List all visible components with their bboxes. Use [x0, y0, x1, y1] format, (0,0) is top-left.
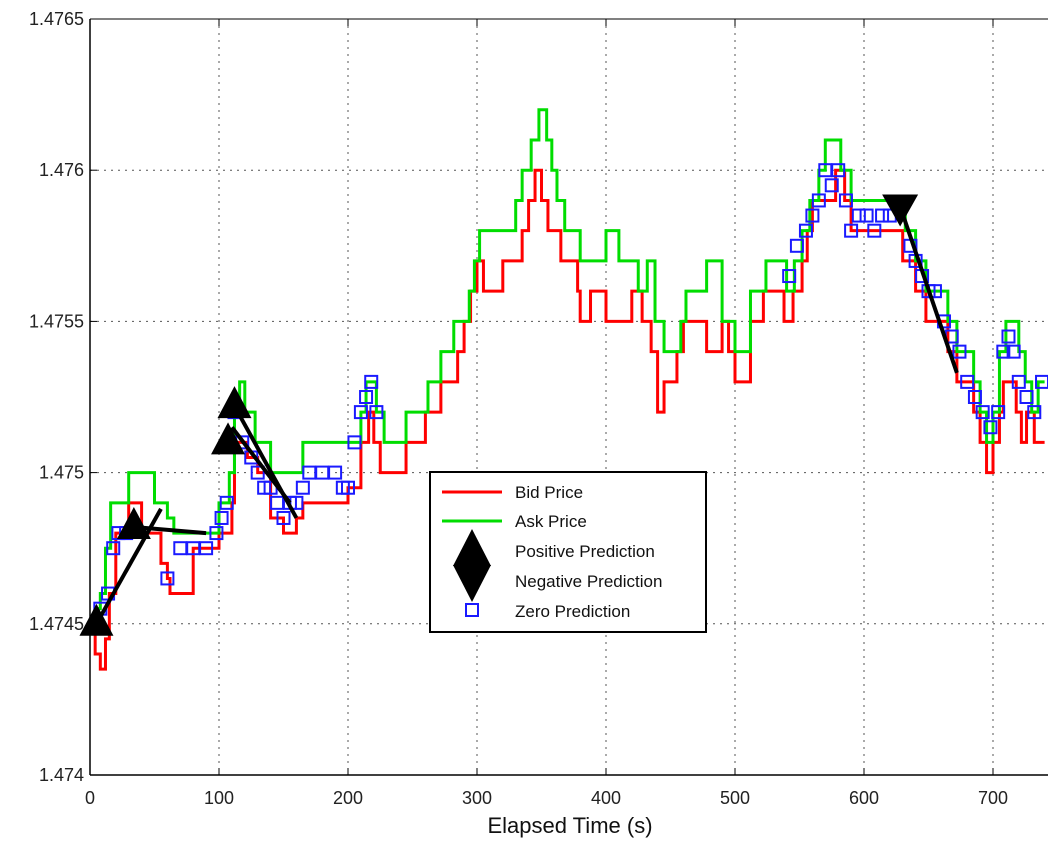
- y-tick-label: 1.4765: [29, 9, 84, 29]
- zero-prediction-marker: [160, 571, 175, 586]
- zero-prediction-marker: [991, 405, 1006, 420]
- negative-prediction-marker: [882, 194, 919, 227]
- legend-negative-marker: [453, 565, 491, 602]
- zero-prediction-marker: [952, 344, 967, 359]
- zero-prediction-marker: [1019, 390, 1034, 404]
- legend-positive-marker: [453, 529, 491, 566]
- zero-prediction-marker: [209, 526, 224, 541]
- zero-prediction-marker: [831, 163, 846, 178]
- x-tick-labels: 0 100 200 300 400 500 600 700: [85, 788, 1008, 808]
- zero-prediction-marker: [1035, 374, 1048, 389]
- zero-prediction-marker: [199, 541, 214, 556]
- legend-bid-label: Bid Price: [515, 483, 583, 502]
- zero-prediction-marker: [364, 374, 379, 389]
- x-tick-label: 500: [720, 788, 750, 808]
- zero-prediction-marker: [1006, 344, 1021, 359]
- legend-negative-label: Negative Prediction: [515, 572, 662, 591]
- zero-prediction-marker: [967, 390, 982, 404]
- zero-prediction-marker: [219, 495, 234, 510]
- positive-prediction-marker: [116, 507, 151, 540]
- zero-prediction-marker: [353, 405, 368, 420]
- zero-prediction-marker: [859, 208, 874, 223]
- y-tick-label: 1.4755: [29, 311, 84, 331]
- zero-prediction-marker: [805, 208, 820, 223]
- legend-zero-label: Zero Prediction: [515, 602, 630, 621]
- legend-positive-label: Positive Prediction: [515, 542, 655, 561]
- zero-prediction-marker: [996, 344, 1011, 359]
- y-tick-label: 1.474: [39, 765, 84, 785]
- positive-prediction-marker: [211, 422, 246, 455]
- zero-prediction-marker: [983, 420, 998, 435]
- y-tick-label: 1.4745: [29, 614, 84, 634]
- zero-prediction-marker: [875, 208, 890, 223]
- zero-prediction-marker: [851, 208, 866, 223]
- zero-prediction-marker: [341, 480, 355, 495]
- x-tick-label: 400: [591, 788, 621, 808]
- zero-prediction-marker: [975, 405, 990, 420]
- zero-prediction-marker: [789, 238, 804, 253]
- x-tick-label: 600: [849, 788, 879, 808]
- zero-prediction-marker: [276, 510, 291, 525]
- zero-prediction-marker: [214, 510, 229, 525]
- plot-background: [90, 19, 1048, 775]
- y-tick-labels: 1.474 1.4745 1.475 1.4755 1.476 1.4765: [29, 9, 84, 785]
- legend: Bid Price Ask Price Positive Prediction …: [429, 471, 707, 633]
- zero-prediction-marker: [867, 223, 882, 238]
- prediction-trend-line: [133, 525, 207, 536]
- zero-prediction-marker: [347, 435, 362, 450]
- legend-zero-marker: [465, 603, 479, 617]
- zero-prediction-marker: [1027, 405, 1042, 420]
- legend-ask-label: Ask Price: [515, 512, 587, 531]
- prediction-trend-line: [898, 205, 959, 374]
- zero-prediction-marker: [359, 390, 374, 404]
- positive-prediction-marker: [79, 603, 114, 636]
- zero-prediction-marker: [328, 465, 343, 480]
- positive-prediction-marker: [217, 386, 252, 419]
- zero-prediction-marker: [295, 480, 310, 495]
- x-tick-label: 700: [978, 788, 1008, 808]
- zero-prediction-marker: [960, 374, 975, 389]
- zero-prediction-marker: [782, 269, 797, 284]
- zero-prediction-marker: [811, 193, 826, 208]
- zero-prediction-marker: [289, 495, 304, 510]
- y-tick-label: 1.476: [39, 160, 84, 180]
- zero-prediction-marker: [1001, 329, 1016, 344]
- zero-prediction-marker: [844, 223, 859, 238]
- zero-prediction-marker: [838, 193, 853, 208]
- series-layer: [79, 108, 1048, 671]
- zero-prediction-marker: [798, 223, 813, 238]
- zero-prediction-marker: [1011, 374, 1026, 389]
- x-tick-label: 0: [85, 788, 95, 808]
- prediction-trend-line: [232, 405, 299, 519]
- zero-prediction-marker: [824, 178, 839, 193]
- x-tick-label: 100: [204, 788, 234, 808]
- x-tick-label: 300: [462, 788, 492, 808]
- zero-prediction-marker: [369, 405, 384, 420]
- x-tick-label: 200: [333, 788, 363, 808]
- y-tick-label: 1.475: [39, 463, 84, 483]
- x-axis-title: Elapsed Time (s): [487, 813, 652, 838]
- axes: [89, 18, 1048, 776]
- zero-prediction-marker: [250, 465, 265, 480]
- zero-prediction-marker: [106, 541, 121, 556]
